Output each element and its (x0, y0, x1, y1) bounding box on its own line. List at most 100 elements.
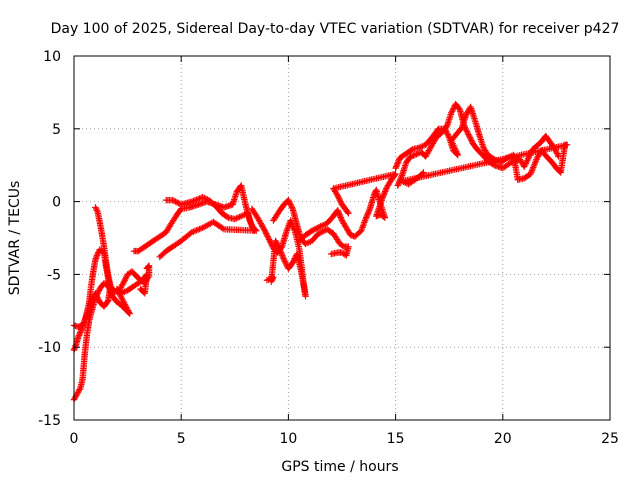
data-point (292, 253, 299, 261)
data-point (92, 205, 100, 213)
data-point (443, 128, 450, 135)
data-point (96, 298, 103, 306)
data-point (285, 198, 293, 205)
data-point (77, 329, 84, 336)
data-point (382, 186, 389, 194)
data-point (266, 237, 274, 245)
data-point (394, 159, 402, 166)
data-point (95, 295, 102, 303)
data-point (338, 215, 345, 223)
data-point (138, 286, 145, 294)
data-point (261, 227, 269, 234)
data-point (223, 213, 231, 220)
data-point (283, 261, 290, 268)
data-point (335, 208, 342, 215)
y-tick-label: 10 (43, 49, 61, 65)
data-point (364, 211, 371, 218)
data-point (268, 240, 275, 248)
data-point (279, 252, 286, 259)
data-point (82, 314, 89, 322)
data-point (95, 297, 103, 304)
data-point (465, 131, 472, 138)
data-point (120, 279, 127, 287)
data-point (263, 230, 270, 237)
data-point (463, 128, 471, 135)
data-point (311, 226, 319, 233)
data-point (293, 250, 301, 258)
series-track-i (394, 100, 562, 189)
data-point (285, 196, 292, 204)
data-point (157, 252, 165, 259)
data-point (169, 196, 176, 204)
data-point (285, 265, 292, 272)
data-point (290, 256, 298, 264)
series-track-c (92, 204, 153, 296)
data-point (194, 195, 202, 203)
data-point (313, 225, 320, 232)
x-tick-label: 25 (601, 431, 619, 447)
data-point (420, 169, 427, 176)
data-point (280, 256, 288, 264)
data-point (191, 227, 199, 235)
x-axis-label: GPS time / hours (281, 459, 398, 475)
data-point (284, 263, 291, 271)
data-point (553, 150, 561, 157)
data-point (293, 252, 300, 259)
data-point (262, 228, 269, 236)
data-point (188, 198, 196, 205)
series-track-j (392, 103, 571, 188)
data-point (339, 242, 346, 249)
data-point (190, 197, 197, 205)
data-point (443, 129, 451, 137)
data-point (328, 250, 335, 258)
data-point (288, 204, 296, 211)
data-point (144, 274, 152, 281)
data-point (418, 170, 426, 177)
data-point (280, 255, 287, 262)
data-point (318, 228, 325, 236)
x-tick-label: 5 (177, 431, 186, 447)
x-tick-label: 20 (494, 431, 512, 447)
data-point (554, 151, 562, 159)
y-tick-label: -5 (47, 267, 61, 283)
data-point (81, 317, 88, 325)
data-points (70, 100, 571, 403)
chart-title: Day 100 of 2025, Sidereal Day-to-day VTE… (51, 21, 620, 37)
data-point (197, 225, 205, 232)
data-point (83, 311, 91, 319)
data-point (93, 207, 101, 214)
data-point (143, 265, 151, 272)
data-point (336, 196, 344, 204)
x-tick-label: 15 (387, 431, 405, 447)
data-point (463, 127, 470, 134)
data-point (76, 330, 83, 338)
data-point (263, 277, 271, 284)
data-point (340, 250, 347, 257)
data-point (467, 135, 474, 143)
data-point (392, 164, 399, 172)
data-point (80, 319, 88, 326)
data-point (319, 228, 326, 235)
data-point (315, 230, 322, 237)
data-point (336, 211, 343, 218)
data-point (314, 224, 321, 232)
data-point (122, 274, 130, 281)
data-point (450, 105, 457, 112)
data-point (381, 188, 389, 195)
data-point (88, 295, 96, 303)
data-point (278, 250, 285, 258)
y-tick-label: 5 (52, 122, 61, 138)
data-point (315, 223, 323, 231)
data-point (170, 197, 178, 205)
data-point (283, 262, 291, 269)
data-point (277, 249, 285, 256)
data-point (120, 278, 128, 285)
data-point (394, 182, 401, 189)
data-point (380, 192, 387, 199)
data-point (442, 127, 449, 134)
x-tick-label: 10 (279, 431, 297, 447)
data-point (175, 199, 182, 207)
x-tick-label: 0 (70, 431, 79, 447)
data-point (444, 131, 451, 138)
